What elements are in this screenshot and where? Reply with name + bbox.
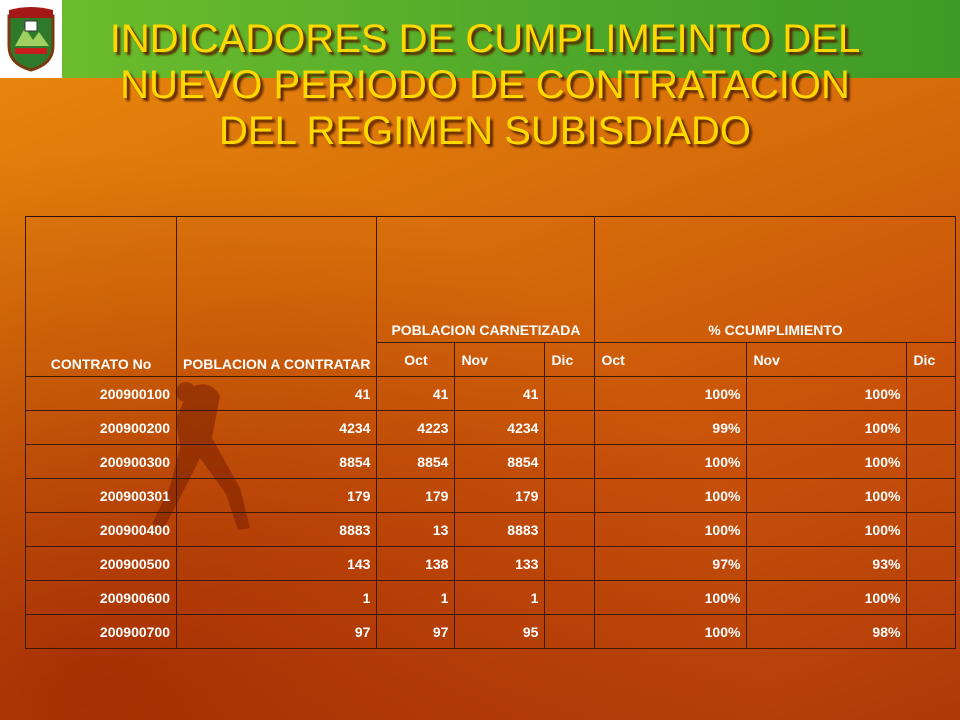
cell-carnet-oct: 138 [376,546,456,581]
cell-contratar: 8883 [175,512,378,547]
cell-carnet-dic [544,444,596,479]
indicators-table: CONTRATO No POBLACION A CONTRATAR POBLAC… [25,216,957,649]
cell-contrato: 200900301 [25,478,177,513]
cell-pct-nov: 98% [746,614,908,649]
cell-carnet-nov: 1 [454,580,546,615]
cell-pct-oct: 97% [594,546,748,581]
cell-pct-dic [906,478,957,513]
table-row: 200900301 179 179 179 100% 100% [25,478,957,513]
cell-carnet-oct: 13 [376,512,456,547]
table-row: 200900600 1 1 1 100% 100% [25,580,957,615]
cell-contratar: 41 [175,376,378,411]
cell-contrato: 200900200 [25,410,177,445]
header-poblacion-carnetizada: POBLACION CARNETIZADA [376,216,596,343]
cell-carnet-nov: 8883 [454,512,546,547]
cell-carnet-dic [544,478,596,513]
cell-pct-oct: 100% [594,478,748,513]
table-row: 200900200 4234 4223 4234 99% 100% [25,410,957,445]
cell-carnet-oct: 41 [376,376,456,411]
cell-contratar: 97 [175,614,378,649]
cell-contrato: 200900100 [25,376,177,411]
cell-carnet-nov: 4234 [454,410,546,445]
title-line-2: NUEVO PERIODO DE CONTRATACION [120,63,850,107]
cell-carnet-oct: 179 [376,478,456,513]
cell-carnet-dic [544,410,596,445]
cell-pct-nov: 100% [746,376,908,411]
cell-pct-oct: 100% [594,614,748,649]
cell-pct-oct: 100% [594,444,748,479]
cell-pct-oct: 100% [594,376,748,411]
cell-contratar: 1 [175,580,378,615]
cell-carnet-nov: 8854 [454,444,546,479]
cell-contrato: 200900700 [25,614,177,649]
header-poblacion-contratar: POBLACION A CONTRATAR [175,216,378,377]
cell-contrato: 200900500 [25,546,177,581]
cell-carnet-dic [544,614,596,649]
table-row: 200900500 143 138 133 97% 93% [25,546,957,581]
table-row: 200900100 41 41 41 100% 100% [25,376,957,411]
month-header: Nov [746,342,908,377]
title-line-3: DEL REGIMEN SUBISDIADO [219,109,751,153]
header-contrato: CONTRATO No [25,216,177,377]
table-row: 200900700 97 97 95 100% 98% [25,614,957,649]
cell-pct-dic [906,512,957,547]
cell-contratar: 4234 [175,410,378,445]
table-row: 200900300 8854 8854 8854 100% 100% [25,444,957,479]
page-title: INDICADORES DE CUMPLIMEINTO DEL NUEVO PE… [70,16,900,154]
cell-contrato: 200900400 [25,512,177,547]
cell-carnet-oct: 1 [376,580,456,615]
month-header: Dic [906,342,957,377]
cell-contratar: 143 [175,546,378,581]
header-banner [0,0,960,78]
cell-contrato: 200900600 [25,580,177,615]
cell-pct-dic [906,614,957,649]
month-header: Dic [544,342,596,377]
cell-pct-dic [906,580,957,615]
cell-pct-nov: 100% [746,444,908,479]
cell-contrato: 200900300 [25,444,177,479]
cell-carnet-oct: 4223 [376,410,456,445]
header-cumplimiento: % CCUMPLIMIENTO [594,216,957,343]
cell-carnet-nov: 41 [454,376,546,411]
cell-pct-nov: 100% [746,580,908,615]
cell-carnet-oct: 8854 [376,444,456,479]
cell-carnet-dic [544,512,596,547]
title-line-1: INDICADORES DE CUMPLIMEINTO DEL [109,17,861,61]
cell-pct-dic [906,444,957,479]
cell-pct-nov: 100% [746,478,908,513]
cell-carnet-dic [544,580,596,615]
cell-carnet-nov: 95 [454,614,546,649]
cell-pct-nov: 100% [746,410,908,445]
cell-pct-dic [906,376,957,411]
municipality-logo [0,0,62,78]
month-header: Oct [594,342,748,377]
table-row: 200900400 8883 13 8883 100% 100% [25,512,957,547]
cell-pct-nov: 93% [746,546,908,581]
cell-pct-dic [906,546,957,581]
cell-pct-nov: 100% [746,512,908,547]
cell-contratar: 179 [175,478,378,513]
cell-carnet-dic [544,546,596,581]
month-header: Nov [454,342,546,377]
cell-pct-dic [906,410,957,445]
table-body: 200900100 41 41 41 100% 100% 200900200 4234 4223… [25,376,957,649]
cell-carnet-oct: 97 [376,614,456,649]
cell-carnet-nov: 133 [454,546,546,581]
cell-contratar: 8854 [175,444,378,479]
shield-icon [7,7,55,72]
cell-pct-oct: 100% [594,580,748,615]
cell-carnet-nov: 179 [454,478,546,513]
month-header: Oct [376,342,456,377]
cell-pct-oct: 99% [594,410,748,445]
cell-carnet-dic [544,376,596,411]
cell-pct-oct: 100% [594,512,748,547]
